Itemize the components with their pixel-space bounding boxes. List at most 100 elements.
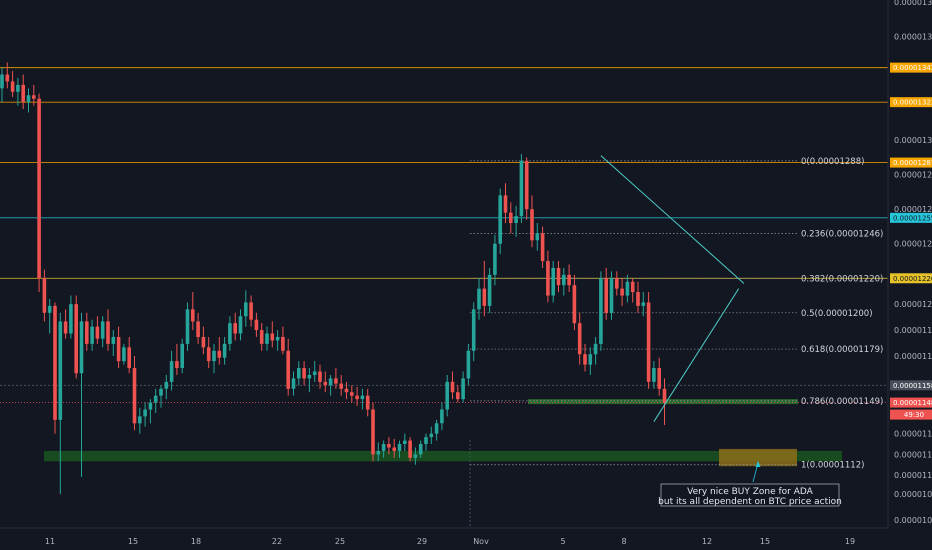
candle-body-1 xyxy=(5,74,10,82)
fib-label-4: 0.618(0.00001179) xyxy=(801,345,883,355)
fib-label-0: 0(0.00001288) xyxy=(801,157,864,167)
time-axis[interactable]: 11 15 18 22 25 29 Nov 5 8 12 15 19 xyxy=(0,440,888,546)
candle-body-69 xyxy=(365,395,370,410)
candle-body-11 xyxy=(58,321,63,420)
candle-body-81 xyxy=(429,433,434,438)
candle-body-57 xyxy=(302,368,306,379)
candle-body-72 xyxy=(381,444,386,451)
candle-body-102 xyxy=(540,233,545,261)
candle-body-20 xyxy=(106,321,110,344)
candle-body-89 xyxy=(471,309,476,351)
candle-body-109 xyxy=(577,323,582,355)
price-tick-9: 0.00001240 xyxy=(894,240,932,249)
candle-body-75 xyxy=(397,444,402,451)
candle-body-113 xyxy=(599,278,603,344)
price-tick-16: 0.00001130 xyxy=(894,430,932,439)
candle-body-97 xyxy=(514,216,518,224)
candle-body-9 xyxy=(47,305,52,313)
candle-body-13 xyxy=(69,304,73,334)
price-tick-20: 0.00001080 xyxy=(894,516,932,525)
candle-body-49 xyxy=(259,330,264,344)
time-tick-1: 15 xyxy=(128,537,138,546)
candle-body-7 xyxy=(37,98,41,279)
price-tick-11: 0.00001205 xyxy=(894,300,932,309)
candle-body-53 xyxy=(281,336,285,351)
time-tick-2: 18 xyxy=(191,537,201,546)
candle-body-68 xyxy=(360,395,365,400)
candle-body-101 xyxy=(535,233,540,241)
candle-body-82 xyxy=(434,423,439,434)
time-tick-7: 5 xyxy=(560,537,565,546)
candle-body-22 xyxy=(116,336,121,362)
price-tick-12: 0.00001190 xyxy=(894,326,932,335)
price-tag-1 xyxy=(890,97,932,108)
candle-body-55 xyxy=(291,378,296,389)
candle-body-79 xyxy=(418,444,423,455)
candle-body-25 xyxy=(132,368,137,424)
candle-body-43 xyxy=(228,323,232,344)
annotation-arrowhead xyxy=(755,461,761,467)
candle-body-18 xyxy=(95,326,100,339)
candle-body-112 xyxy=(593,343,598,355)
candle-body-78 xyxy=(413,454,418,458)
candle-body-99 xyxy=(524,160,529,210)
price-tick-0: 0.00001380 xyxy=(894,0,932,7)
candle-body-118 xyxy=(625,281,630,296)
candle-body-73 xyxy=(387,444,391,448)
price-tag-5 xyxy=(890,380,932,391)
candle-body-119 xyxy=(630,281,635,293)
fib-label-3: 0.5(0.00001200) xyxy=(801,309,873,319)
candle-body-107 xyxy=(567,274,571,286)
candle-body-51 xyxy=(270,333,275,341)
candle-body-100 xyxy=(530,209,534,241)
time-tick-8: 8 xyxy=(621,537,626,546)
fib-label-1: 0.236(0.00001246) xyxy=(801,229,883,239)
candle-body-84 xyxy=(445,381,449,410)
candle-body-93 xyxy=(493,243,497,275)
price-tick-13: 0.00001175 xyxy=(894,352,932,361)
candle-body-23 xyxy=(122,347,126,362)
candle-body-0 xyxy=(0,74,4,89)
candle-body-120 xyxy=(636,292,640,306)
price-tag-0 xyxy=(890,62,932,73)
candle-body-60 xyxy=(318,371,322,382)
candle-body-12 xyxy=(63,321,68,334)
candle-body-50 xyxy=(265,333,269,344)
candle-body-27 xyxy=(143,409,147,417)
candle-body-67 xyxy=(355,395,359,400)
price-tick-4: 0.00001300 xyxy=(894,136,932,145)
candle-body-8 xyxy=(42,278,47,313)
price-tag-6 xyxy=(890,397,932,408)
candle-body-106 xyxy=(562,274,566,286)
candle-body-63 xyxy=(334,378,338,384)
support-zone xyxy=(44,450,842,462)
time-tick-9: 12 xyxy=(702,537,712,546)
fib-label-2: 0.382(0.00001220) xyxy=(801,274,883,284)
candle-body-19 xyxy=(100,321,105,339)
candle-body-58 xyxy=(307,374,312,379)
candle-body-36 xyxy=(191,309,195,322)
candle-body-6 xyxy=(32,95,36,99)
candle-body-71 xyxy=(376,450,381,455)
time-tick-0: 11 xyxy=(45,537,55,546)
annotation-box xyxy=(660,483,840,507)
candle-body-5 xyxy=(26,95,31,103)
price-axis[interactable]: 0.00001380 0.00001360 0.00001300 0.00001280… xyxy=(887,0,932,550)
candle-body-52 xyxy=(275,336,280,341)
candle-body-80 xyxy=(424,437,428,445)
annotation-line-0: Very nice BUY Zone for ADA xyxy=(687,487,813,497)
candle-body-66 xyxy=(350,392,354,396)
candle-body-32 xyxy=(169,361,174,382)
candle-body-70 xyxy=(371,409,375,455)
candle-body-124 xyxy=(657,368,661,389)
candle-body-46 xyxy=(244,302,248,317)
time-tick-10: 15 xyxy=(760,537,770,546)
candle-body-96 xyxy=(509,212,513,224)
candle-body-21 xyxy=(111,336,116,344)
price-tag-label-3: 0.00001255 xyxy=(893,214,932,222)
candle-body-76 xyxy=(403,440,407,445)
candle-body-65 xyxy=(344,388,349,393)
candle-body-14 xyxy=(74,304,78,374)
